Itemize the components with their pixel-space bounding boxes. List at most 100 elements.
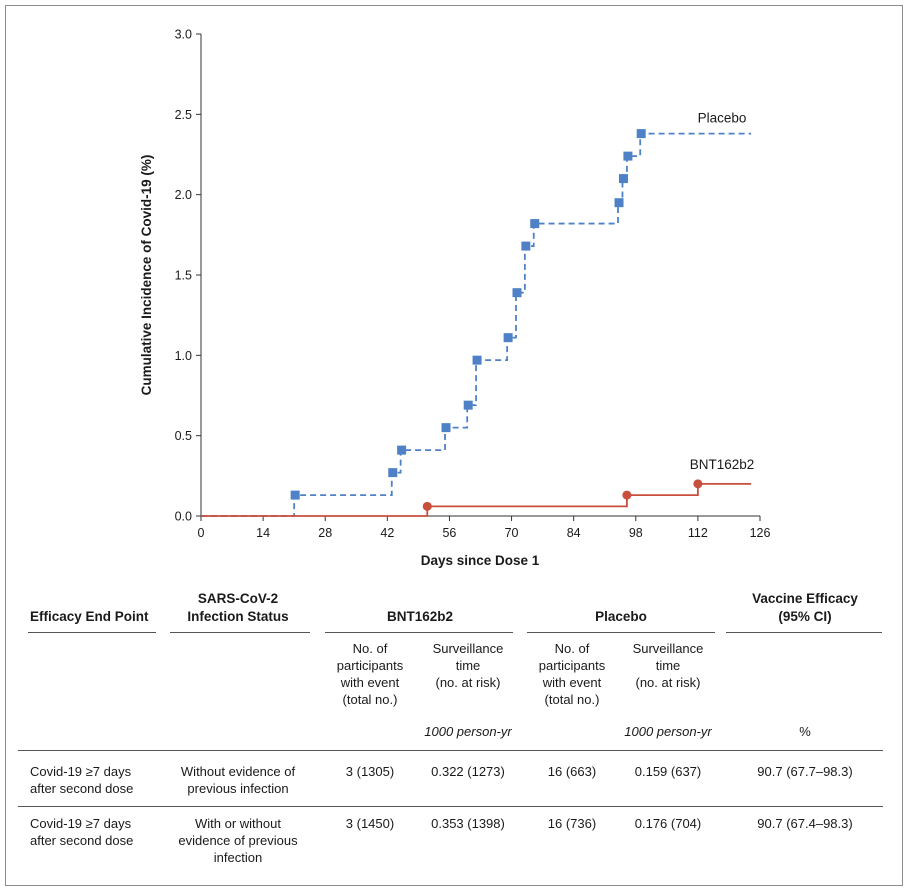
row2-ve: 90.7 (67.4–98.3) [757,816,853,831]
cell-line: Covid-19 ≥7 days [30,764,132,779]
header-ve-line1: Vaccine Efficacy [752,591,858,606]
subheader-line: (total no.) [544,692,600,707]
rule-ve [726,632,882,633]
subheader-line: No. of [554,641,590,656]
y-tick-label: 0.5 [175,429,192,443]
y-tick-label: 1.0 [175,349,192,363]
unit-placebo-time: 1000 person-yr [624,724,712,739]
point-placebo [623,151,633,161]
subheader-line: time [655,658,681,673]
incidence-chart: 0 14 28 42 56 70 84 98 112 126 0.0 0.5 1.0 1.5 2.0 2.5 3… [139,28,771,569]
x-tick-label: 0 [198,526,205,540]
row1-bnt-events: 3 (1305) [345,764,395,779]
series-line-placebo [201,132,752,517]
rule-body-top [18,750,883,751]
series-line-bnt162b2 [201,482,752,517]
cell-line: Without evidence of [180,764,296,779]
row1-bnt-time: 0.322 (1273) [431,764,505,779]
header-endpoint: Efficacy End Point [30,609,149,624]
chart-axes: 0 14 28 42 56 70 84 98 112 126 0.0 0.5 1.0 1.5 2.0 2.5 3… [175,28,771,541]
series-label-placebo: Placebo [698,111,747,126]
header-status-line1: SARS-CoV-2 [197,591,279,606]
row1-status: Without evidence of previous infection [168,763,308,797]
cell-line: after second dose [30,781,134,796]
subheader-line: with event [340,675,400,690]
x-tick-label: 14 [256,526,270,540]
x-tick-label: 126 [750,526,771,540]
subheader-line: (no. at risk) [635,675,701,690]
cell-line: infection [213,850,263,865]
subheader-line: Surveillance [632,641,704,656]
row2-placebo-time: 0.176 (704) [634,816,702,831]
series-label-bnt162b2: BNT162b2 [690,457,755,472]
x-tick-label: 98 [629,526,643,540]
rule-status [170,632,310,633]
subheader-line: participants [538,658,606,673]
y-tick-label: 1.5 [175,269,192,283]
point-bnt162b2 [693,479,703,489]
point-placebo [636,129,646,139]
header-status-line2: Infection Status [187,609,289,624]
cell-line: after second dose [30,833,134,848]
rule-row-divider [18,806,883,807]
point-placebo [472,355,482,365]
figure-frame [5,5,903,886]
header-bnt: BNT162b2 [386,609,454,624]
rule-endpoint [28,632,156,633]
header-ve-line2: (95% CI) [778,609,832,624]
x-tick-label: 112 [688,526,708,540]
point-placebo [290,490,300,500]
point-placebo [618,174,628,184]
cell-line: Covid-19 ≥7 days [30,816,132,831]
header-placebo: Placebo [595,609,647,624]
x-tick-label: 56 [442,526,456,540]
subheader-bnt-surveillance: Surveillance time (no. at risk) [418,640,518,691]
row1-placebo-time: 0.159 (637) [634,764,702,779]
y-axis-title: Cumulative Incidence of Covid-19 (%) [139,155,154,396]
rule-placebo [527,632,715,633]
subheader-placebo-participants: No. of participants with event (total no… [530,640,614,708]
row1-ve: 90.7 (67.7–98.3) [757,764,853,779]
row1-placebo-events: 16 (663) [547,764,597,779]
point-placebo [530,219,540,229]
chart-series: Placebo BNT162b2 [201,111,755,517]
subheader-bnt-participants: No. of participants with event (total no… [328,640,412,708]
point-placebo [388,468,398,478]
point-placebo [512,288,522,298]
row2-status: With or without evidence of previous inf… [168,815,308,866]
point-placebo [463,400,473,410]
x-tick-label: 70 [505,526,519,540]
y-tick-label: 0.0 [175,510,192,524]
point-placebo [503,333,513,343]
subheader-line: No. of [352,641,388,656]
cell-line: With or without [195,816,281,831]
point-placebo [521,241,531,251]
point-bnt162b2 [422,501,432,511]
point-placebo [441,423,451,433]
row2-endpoint: Covid-19 ≥7 days after second dose [30,815,133,849]
subheader-line: time [455,658,481,673]
x-tick-label: 42 [380,526,394,540]
y-tick-label: 2.5 [175,108,192,122]
y-tick-label: 3.0 [175,28,192,42]
cell-line: evidence of previous [178,833,298,848]
x-tick-label: 84 [567,526,581,540]
unit-ve: % [799,724,811,739]
row2-bnt-events: 3 (1450) [345,816,395,831]
row1-endpoint: Covid-19 ≥7 days after second dose [30,763,133,797]
unit-bnt-time: 1000 person-yr [424,724,512,739]
subheader-line: (total no.) [342,692,398,707]
cell-line: previous infection [187,781,289,796]
x-axis-title: Days since Dose 1 [421,553,540,568]
x-tick-label: 28 [318,526,332,540]
point-placebo [614,198,624,208]
point-placebo [397,445,407,455]
subheader-placebo-surveillance: Surveillance time (no. at risk) [618,640,718,691]
point-bnt162b2 [622,490,632,500]
row2-placebo-events: 16 (736) [547,816,597,831]
subheader-line: participants [336,658,404,673]
rule-bnt [325,632,513,633]
subheader-line: Surveillance [432,641,504,656]
subheader-line: with event [542,675,602,690]
y-tick-label: 2.0 [175,188,192,202]
